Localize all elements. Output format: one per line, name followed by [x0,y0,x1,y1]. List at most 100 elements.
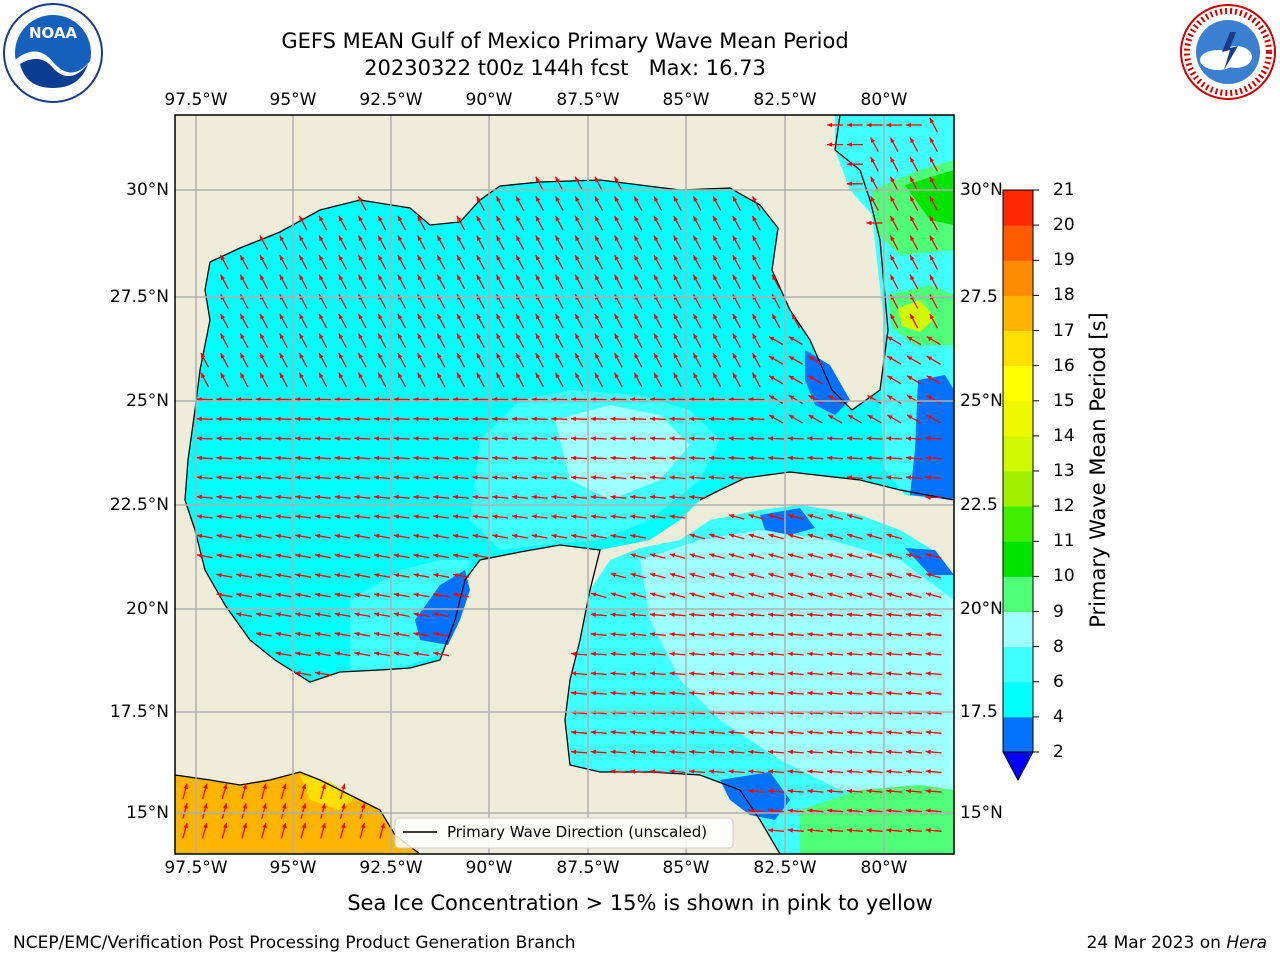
wave-arrow-head [295,592,301,598]
wave-arrow-head [689,553,695,558]
wave-arrow-head [295,514,301,519]
wave-arrow-head [709,572,715,578]
wave-arrow-head [260,372,265,379]
wave-arrow-head [374,651,380,656]
wave-arrow-head [216,533,222,539]
wave-arrow-head [654,274,659,281]
wave-arrow-head [216,475,222,480]
wave-arrow-head [275,475,281,480]
wave-arrow-head [575,176,580,183]
wave-arrow-head [669,553,676,558]
wave-arrow-head [689,592,695,597]
wave-arrow-head [571,514,577,519]
wave-arrow-head [457,353,462,359]
wave-arrow-head [827,553,833,558]
wave-arrow-head [397,235,403,241]
colorbar-tick-label: 18 [1053,285,1075,306]
wave-arrow-head [827,612,833,617]
wave-arrow-head [590,749,596,755]
wave-arrow-head [472,436,478,441]
wave-arrow-head [334,573,340,578]
wave-arrow-head [476,333,482,339]
colorbar-tick-label: 8 [1053,636,1064,657]
wave-arrow-head [590,436,596,441]
wave-arrow-head [512,533,518,539]
wave-arrow-head [511,494,518,500]
wave-arrow-head [555,196,560,202]
wave-arrow-head [196,455,202,461]
wave-arrow-head [496,313,501,320]
wave-arrow-head [223,803,228,809]
wave-arrow-head [827,651,833,657]
wave-arrow-head [748,533,754,538]
wave-arrow-head [748,612,754,617]
wave-arrow-head [827,671,833,676]
wave-arrow-head [669,612,675,617]
wave-arrow-head [768,514,774,519]
wave-arrow-head [630,494,636,500]
wave-arrow-head [374,436,380,441]
wave-arrow-head [260,235,265,241]
wave-arrow-head [689,730,695,735]
wave-arrow-head [769,395,775,400]
wave-arrow-head [630,749,636,755]
wave-arrow-head [807,632,813,637]
wave-arrow-head [887,415,893,420]
colorbar-segment [1003,716,1033,753]
wave-arrow-head [413,475,419,480]
wave-direction-arrows [182,117,942,839]
wave-arrow-head [807,436,813,441]
wave-arrow-head [321,822,326,829]
wave-arrow-head [787,749,793,755]
wave-arrow-head [906,553,912,558]
wave-arrow-head [925,436,931,441]
wave-arrow-head [827,572,833,578]
wave-arrow-head [590,475,596,480]
wave-arrow-head [299,372,304,379]
wave-arrow-head [397,333,403,339]
wave-arrow-head [768,828,774,833]
wave-arrow-head [907,395,913,400]
wave-arrow-head [748,632,754,637]
wave-arrow-head [555,215,560,222]
wave-arrow-head [301,783,307,790]
wave-arrow-head [437,274,442,281]
wave-arrow-head [886,828,892,833]
wave-arrow-head [496,215,501,222]
wave-arrow-head [575,372,580,379]
wave-arrow-head [732,235,738,241]
wave-arrow-head [240,274,245,281]
wave-arrow-head [397,215,403,222]
wave-arrow-head [358,215,363,222]
colorbar-segment [1003,611,1033,648]
wave-arrow-head [476,255,482,261]
wave-arrow-head [708,475,715,480]
wave-arrow-head [555,372,560,379]
wave-arrow-head [772,313,777,320]
wave-arrow-head [535,235,541,241]
wave-arrow-head [910,235,915,241]
wave-arrow-head [358,255,363,261]
wave-arrow-head [669,514,675,519]
wave-arrow-head [807,808,813,813]
wave-arrow-head [319,313,324,320]
lat-label-left: 25°N [126,391,169,411]
wave-arrow-head [728,632,734,637]
wave-arrow-head [728,612,734,617]
wave-arrow-head [748,788,754,794]
wave-arrow-head [299,235,304,241]
wave-arrow-head [196,494,202,500]
wave-arrow-head [634,255,639,261]
wave-arrow-head [417,215,422,222]
wave-arrow-head [262,822,267,829]
wave-arrow-head [413,651,419,656]
wave-arrow-head [732,372,738,379]
wave-arrow-head [732,274,738,281]
lon-label-bottom: 92.5°W [359,858,423,878]
wave-arrow-head [255,631,262,637]
wave-arrow-head [827,808,833,813]
wave-arrow-head [905,730,912,735]
wave-arrow-head [315,631,321,637]
wave-arrow-head [236,416,242,422]
wave-arrow-head [748,436,754,441]
